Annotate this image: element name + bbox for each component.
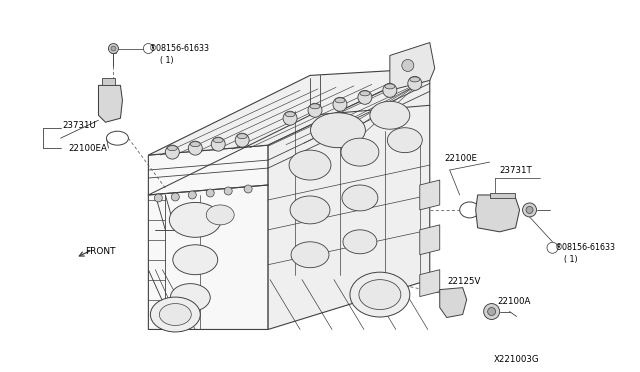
Circle shape bbox=[522, 203, 536, 217]
Ellipse shape bbox=[150, 297, 200, 332]
Circle shape bbox=[224, 187, 232, 195]
Text: 23731T: 23731T bbox=[500, 166, 532, 174]
Circle shape bbox=[154, 194, 163, 202]
Ellipse shape bbox=[237, 134, 247, 139]
Circle shape bbox=[526, 206, 533, 214]
Ellipse shape bbox=[159, 304, 191, 326]
Ellipse shape bbox=[342, 185, 378, 211]
Text: 22100A: 22100A bbox=[498, 297, 531, 306]
Ellipse shape bbox=[213, 138, 223, 143]
Text: ®08156-61633: ®08156-61633 bbox=[149, 44, 211, 53]
Ellipse shape bbox=[170, 283, 210, 311]
Ellipse shape bbox=[106, 131, 129, 145]
Circle shape bbox=[358, 90, 372, 104]
Ellipse shape bbox=[343, 230, 377, 254]
Polygon shape bbox=[476, 195, 520, 232]
Ellipse shape bbox=[310, 113, 365, 148]
Circle shape bbox=[383, 83, 397, 97]
Polygon shape bbox=[440, 288, 467, 318]
Circle shape bbox=[308, 103, 322, 117]
Ellipse shape bbox=[385, 84, 395, 89]
Ellipse shape bbox=[170, 202, 221, 237]
Ellipse shape bbox=[341, 138, 379, 166]
Polygon shape bbox=[148, 145, 268, 330]
Circle shape bbox=[206, 189, 214, 197]
Text: ®08156-61633: ®08156-61633 bbox=[554, 243, 616, 252]
Circle shape bbox=[244, 185, 252, 193]
Circle shape bbox=[108, 44, 118, 54]
Ellipse shape bbox=[289, 150, 331, 180]
Text: FRONT: FRONT bbox=[86, 247, 116, 256]
Ellipse shape bbox=[285, 112, 295, 117]
Ellipse shape bbox=[460, 202, 479, 218]
Polygon shape bbox=[148, 68, 430, 155]
Ellipse shape bbox=[350, 272, 410, 317]
Text: 22100EA: 22100EA bbox=[68, 144, 108, 153]
Circle shape bbox=[235, 133, 249, 147]
Circle shape bbox=[188, 141, 202, 155]
Polygon shape bbox=[99, 86, 122, 122]
Polygon shape bbox=[420, 225, 440, 255]
Ellipse shape bbox=[410, 77, 420, 82]
Text: 22125V: 22125V bbox=[448, 277, 481, 286]
Circle shape bbox=[547, 242, 558, 253]
Polygon shape bbox=[102, 78, 115, 86]
Circle shape bbox=[111, 46, 116, 51]
Ellipse shape bbox=[291, 242, 329, 268]
Ellipse shape bbox=[190, 142, 200, 147]
Ellipse shape bbox=[173, 245, 218, 275]
Circle shape bbox=[188, 191, 196, 199]
Ellipse shape bbox=[206, 205, 234, 225]
Circle shape bbox=[172, 193, 179, 201]
Circle shape bbox=[283, 111, 297, 125]
Circle shape bbox=[408, 76, 422, 90]
Ellipse shape bbox=[359, 280, 401, 310]
Polygon shape bbox=[390, 42, 435, 90]
Ellipse shape bbox=[387, 128, 422, 153]
Text: 23731U: 23731U bbox=[63, 121, 97, 130]
Circle shape bbox=[143, 44, 154, 54]
Ellipse shape bbox=[335, 98, 345, 103]
Circle shape bbox=[484, 304, 500, 320]
Polygon shape bbox=[420, 180, 440, 210]
Polygon shape bbox=[420, 270, 440, 296]
Polygon shape bbox=[268, 68, 430, 330]
Text: 22100E: 22100E bbox=[445, 154, 477, 163]
Polygon shape bbox=[490, 193, 515, 198]
Ellipse shape bbox=[360, 91, 370, 96]
Ellipse shape bbox=[290, 196, 330, 224]
Text: ( 1): ( 1) bbox=[564, 255, 578, 264]
Circle shape bbox=[333, 97, 347, 111]
Ellipse shape bbox=[370, 101, 410, 129]
Ellipse shape bbox=[167, 146, 177, 151]
Circle shape bbox=[165, 145, 179, 159]
Text: ( 1): ( 1) bbox=[161, 56, 174, 65]
Circle shape bbox=[402, 60, 414, 71]
Circle shape bbox=[488, 308, 495, 315]
Ellipse shape bbox=[310, 104, 320, 109]
Text: X221003G: X221003G bbox=[493, 355, 540, 364]
Circle shape bbox=[211, 137, 225, 151]
